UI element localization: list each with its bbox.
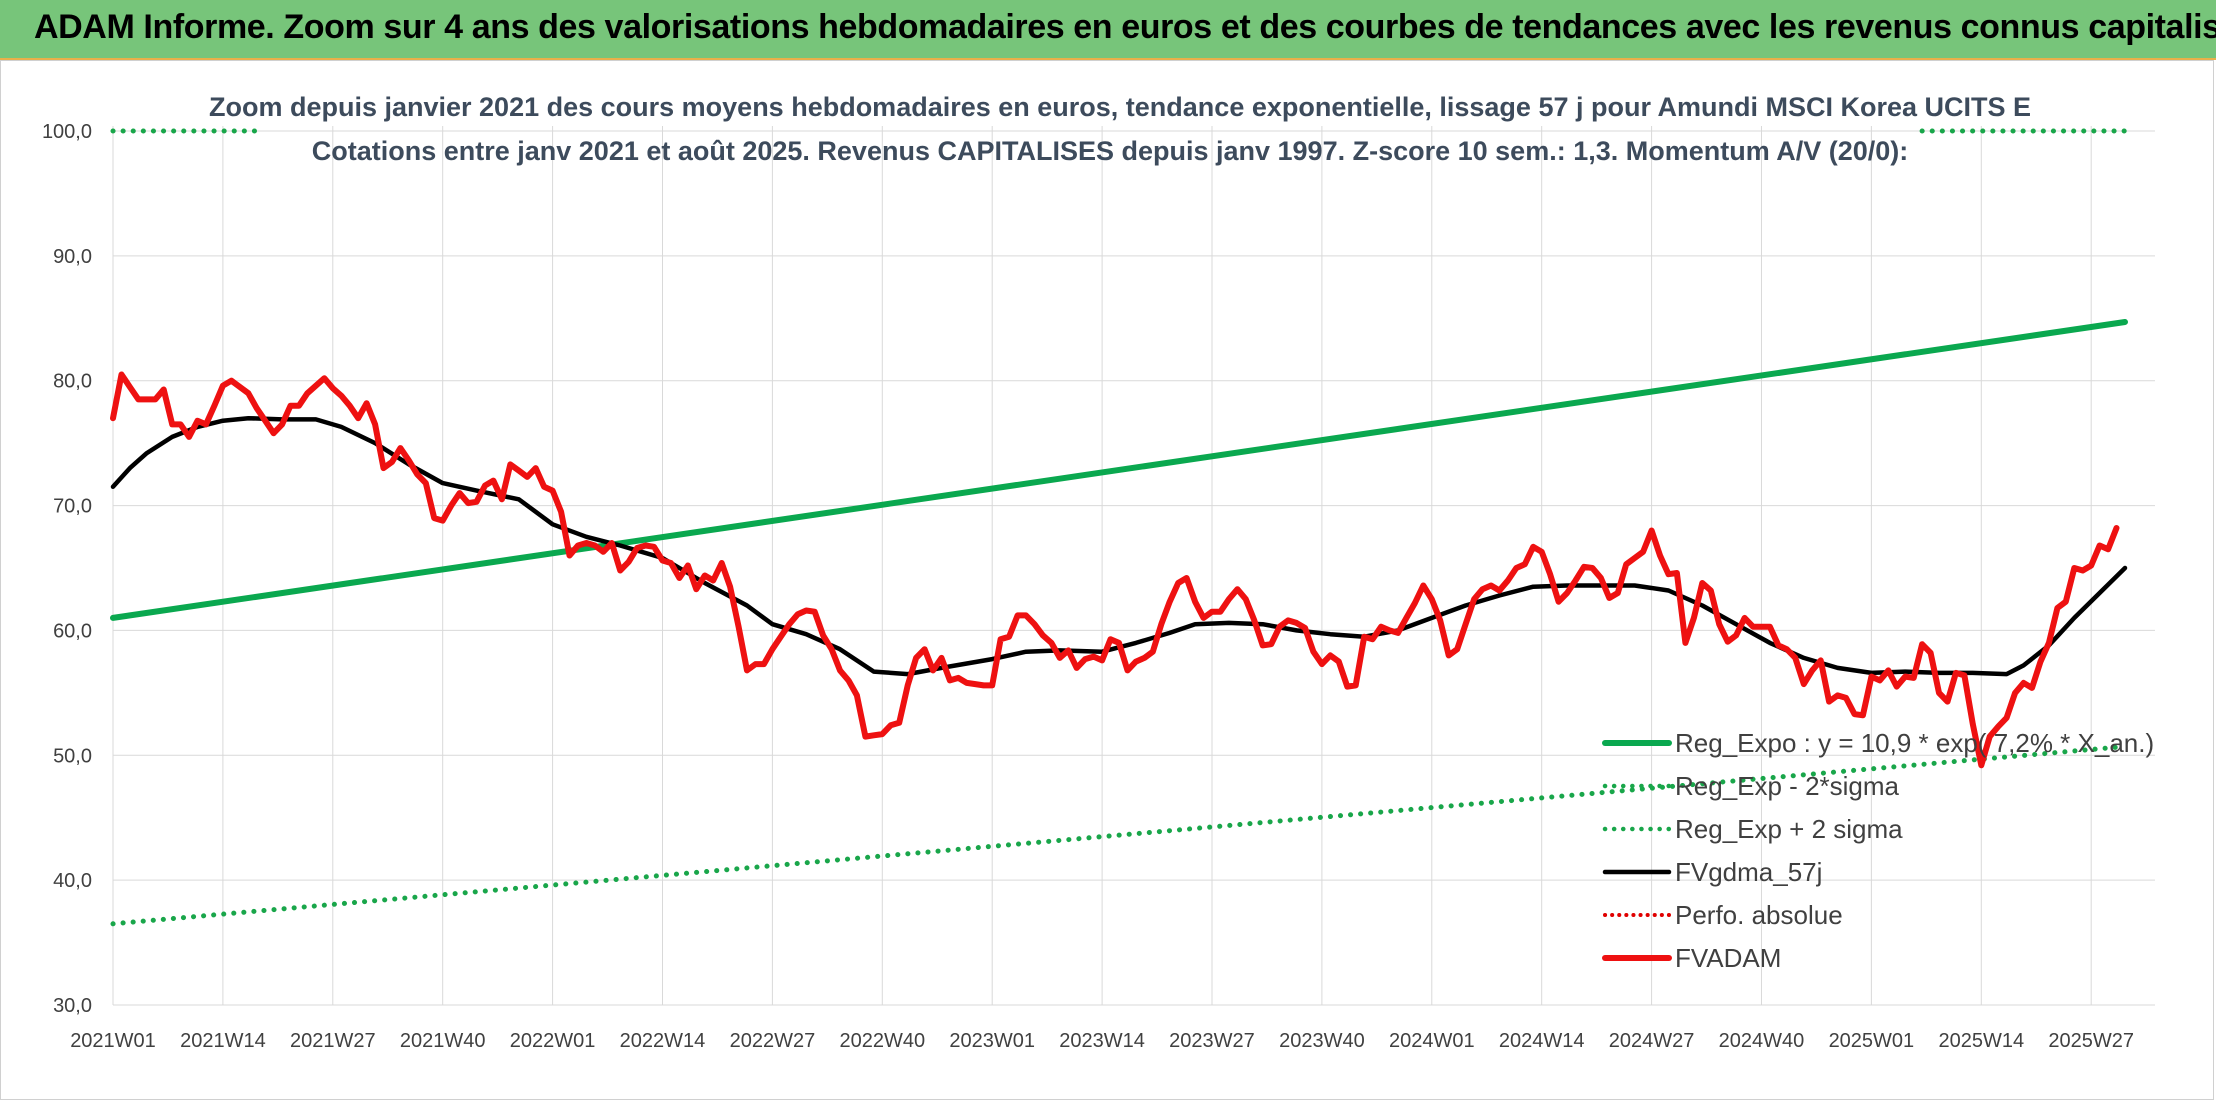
- x-tick-label: 2021W14: [180, 1030, 266, 1052]
- y-tick-label: 50,0: [53, 745, 92, 767]
- chart-subtitle: Cotations entre janv 2021 et août 2025. …: [312, 136, 1909, 166]
- chart-legend: Reg_Expo : y = 10,9 * exp( 7,2% * X_an.)…: [1602, 728, 2154, 973]
- chart-frame: [0, 60, 2214, 1100]
- chart-title: Zoom depuis janvier 2021 des cours moyen…: [209, 92, 2031, 122]
- series-line-3: [110, 415, 2128, 677]
- legend-label: FVADAM: [1675, 943, 1781, 973]
- x-tick-label: 2023W40: [1279, 1030, 1365, 1052]
- x-tick-label: 2023W01: [949, 1030, 1035, 1052]
- x-tick-label: 2025W14: [1938, 1030, 2024, 1052]
- x-tick-label: 2024W40: [1719, 1030, 1805, 1052]
- x-tick-label: 2022W14: [620, 1030, 706, 1052]
- legend-label: Reg_Expo : y = 10,9 * exp( 7,2% * X_an.): [1675, 728, 2154, 758]
- report-banner: ADAM Informe. Zoom sur 4 ans des valoris…: [0, 0, 2216, 60]
- x-tick-label: 2021W27: [290, 1030, 376, 1052]
- report-title: ADAM Informe. Zoom sur 4 ans des valoris…: [34, 8, 2216, 46]
- y-tick-label: 40,0: [53, 870, 92, 892]
- y-tick-label: 30,0: [53, 995, 92, 1017]
- legend-label: Reg_Exp - 2*sigma: [1675, 771, 1900, 801]
- x-tick-label: 2025W27: [2048, 1030, 2134, 1052]
- x-tick-label: 2024W01: [1389, 1030, 1475, 1052]
- chart-axes: 30,0 40,0 50,0 60,0 70,0 80,0 90,0 100,0 2021W01…: [42, 121, 2134, 1052]
- x-tick-label: 2022W27: [730, 1030, 816, 1052]
- chart-grid: [112, 126, 2155, 1006]
- series-line-5: [110, 371, 2120, 769]
- x-tick-label: 2021W40: [400, 1030, 486, 1052]
- y-tick-label: 90,0: [53, 246, 92, 268]
- x-tick-label: 2025W01: [1829, 1030, 1915, 1052]
- legend-label: FVgdma_57j: [1675, 857, 1822, 887]
- x-tick-label: 2024W14: [1499, 1030, 1585, 1052]
- y-tick-label: 80,0: [53, 371, 92, 393]
- x-tick-label: 2024W27: [1609, 1030, 1695, 1052]
- x-tick-label: 2022W01: [510, 1030, 596, 1052]
- x-tick-label: 2023W14: [1059, 1030, 1145, 1052]
- chart-series: [110, 128, 2128, 927]
- legend-label: Perfo. absolue: [1675, 900, 1843, 930]
- x-tick-label: 2021W01: [70, 1030, 156, 1052]
- y-tick-label: 60,0: [53, 620, 92, 642]
- legend-label: Reg_Exp + 2 sigma: [1675, 814, 1903, 844]
- y-tick-label: 70,0: [53, 496, 92, 518]
- series-line-0: [110, 319, 2128, 621]
- series-line-1: [110, 744, 2128, 927]
- y-tick-label: 100,0: [42, 121, 92, 143]
- x-tick-label: 2022W40: [839, 1030, 925, 1052]
- x-tick-label: 2023W27: [1169, 1030, 1255, 1052]
